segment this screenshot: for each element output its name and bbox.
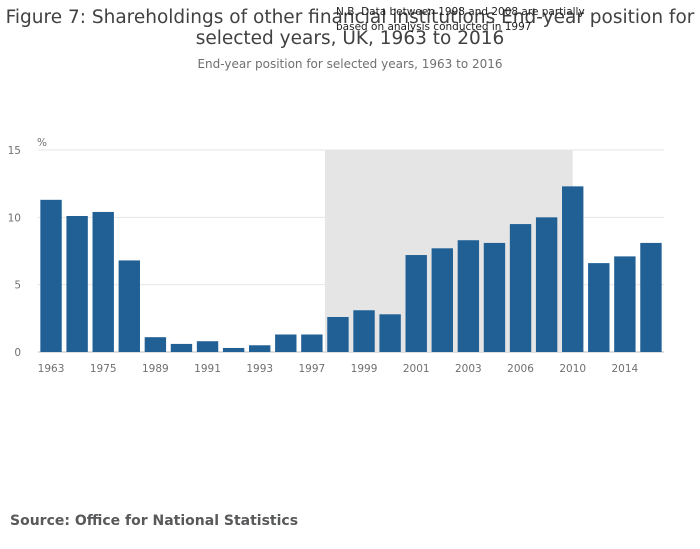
bar-2000 [379, 314, 401, 352]
x-tick-label: 1999 [351, 363, 378, 375]
x-tick-label: 2003 [455, 363, 482, 375]
bar-1969 [66, 215, 88, 352]
bars [40, 186, 662, 352]
bar-2008 [535, 217, 558, 352]
bar-2016 [640, 242, 662, 352]
x-tick-label: 1989 [142, 363, 169, 375]
x-tick-label: 1991 [194, 363, 221, 375]
bar-1997 [301, 334, 323, 352]
bar-2012 [588, 263, 610, 352]
bar-1990 [170, 343, 193, 352]
bar-1991 [196, 341, 219, 352]
annotation-line-2: based on analysis conducted in 1997 [336, 21, 531, 33]
bar-2004 [483, 242, 506, 352]
bar-1994 [275, 334, 297, 352]
x-tick-label: 1993 [246, 363, 273, 375]
bar-2010 [562, 186, 584, 352]
bar-1981 [118, 260, 140, 352]
x-tick-label: 1963 [38, 363, 65, 375]
bar-2006 [509, 224, 532, 352]
bar-2014 [614, 256, 636, 352]
x-tick-label: 2006 [507, 363, 534, 375]
x-tick-label: 2010 [559, 363, 586, 375]
bar-1989 [144, 337, 167, 352]
y-tick-label: 5 [14, 280, 21, 292]
bar-1963 [40, 199, 62, 352]
bar-1998 [327, 316, 349, 352]
x-axis-ticks: 1963 1975 1989 1991 1993 1997 1999 2001 2003 2006… [38, 363, 639, 375]
y-tick-label: 0 [14, 347, 21, 359]
bar-1992 [222, 347, 245, 352]
y-axis-ticks: 0 5 10 15 [8, 145, 21, 359]
chart-title: Figure 7: Shareholdings of other financi… [5, 7, 695, 49]
chart-subtitle: End-year position for selected years, 19… [197, 57, 503, 71]
annotation-line-1: N.B. Data between 1998 and 2008 are part… [336, 6, 585, 18]
bar-1975 [92, 211, 114, 352]
y-tick-label: 15 [8, 145, 21, 157]
x-tick-label: 2001 [403, 363, 430, 375]
bar-2001 [405, 255, 427, 352]
source-note: Source: Office for National Statistics [10, 513, 299, 529]
bar-2003 [457, 240, 480, 352]
x-tick-label: 2014 [612, 363, 639, 375]
y-tick-label: 10 [8, 212, 21, 224]
bar-1993 [249, 345, 271, 352]
x-tick-label: 1975 [90, 363, 117, 375]
bar-2002 [431, 248, 453, 352]
x-tick-label: 1997 [299, 363, 326, 375]
y-axis-label: % [37, 137, 47, 149]
bar-1999 [353, 310, 375, 352]
